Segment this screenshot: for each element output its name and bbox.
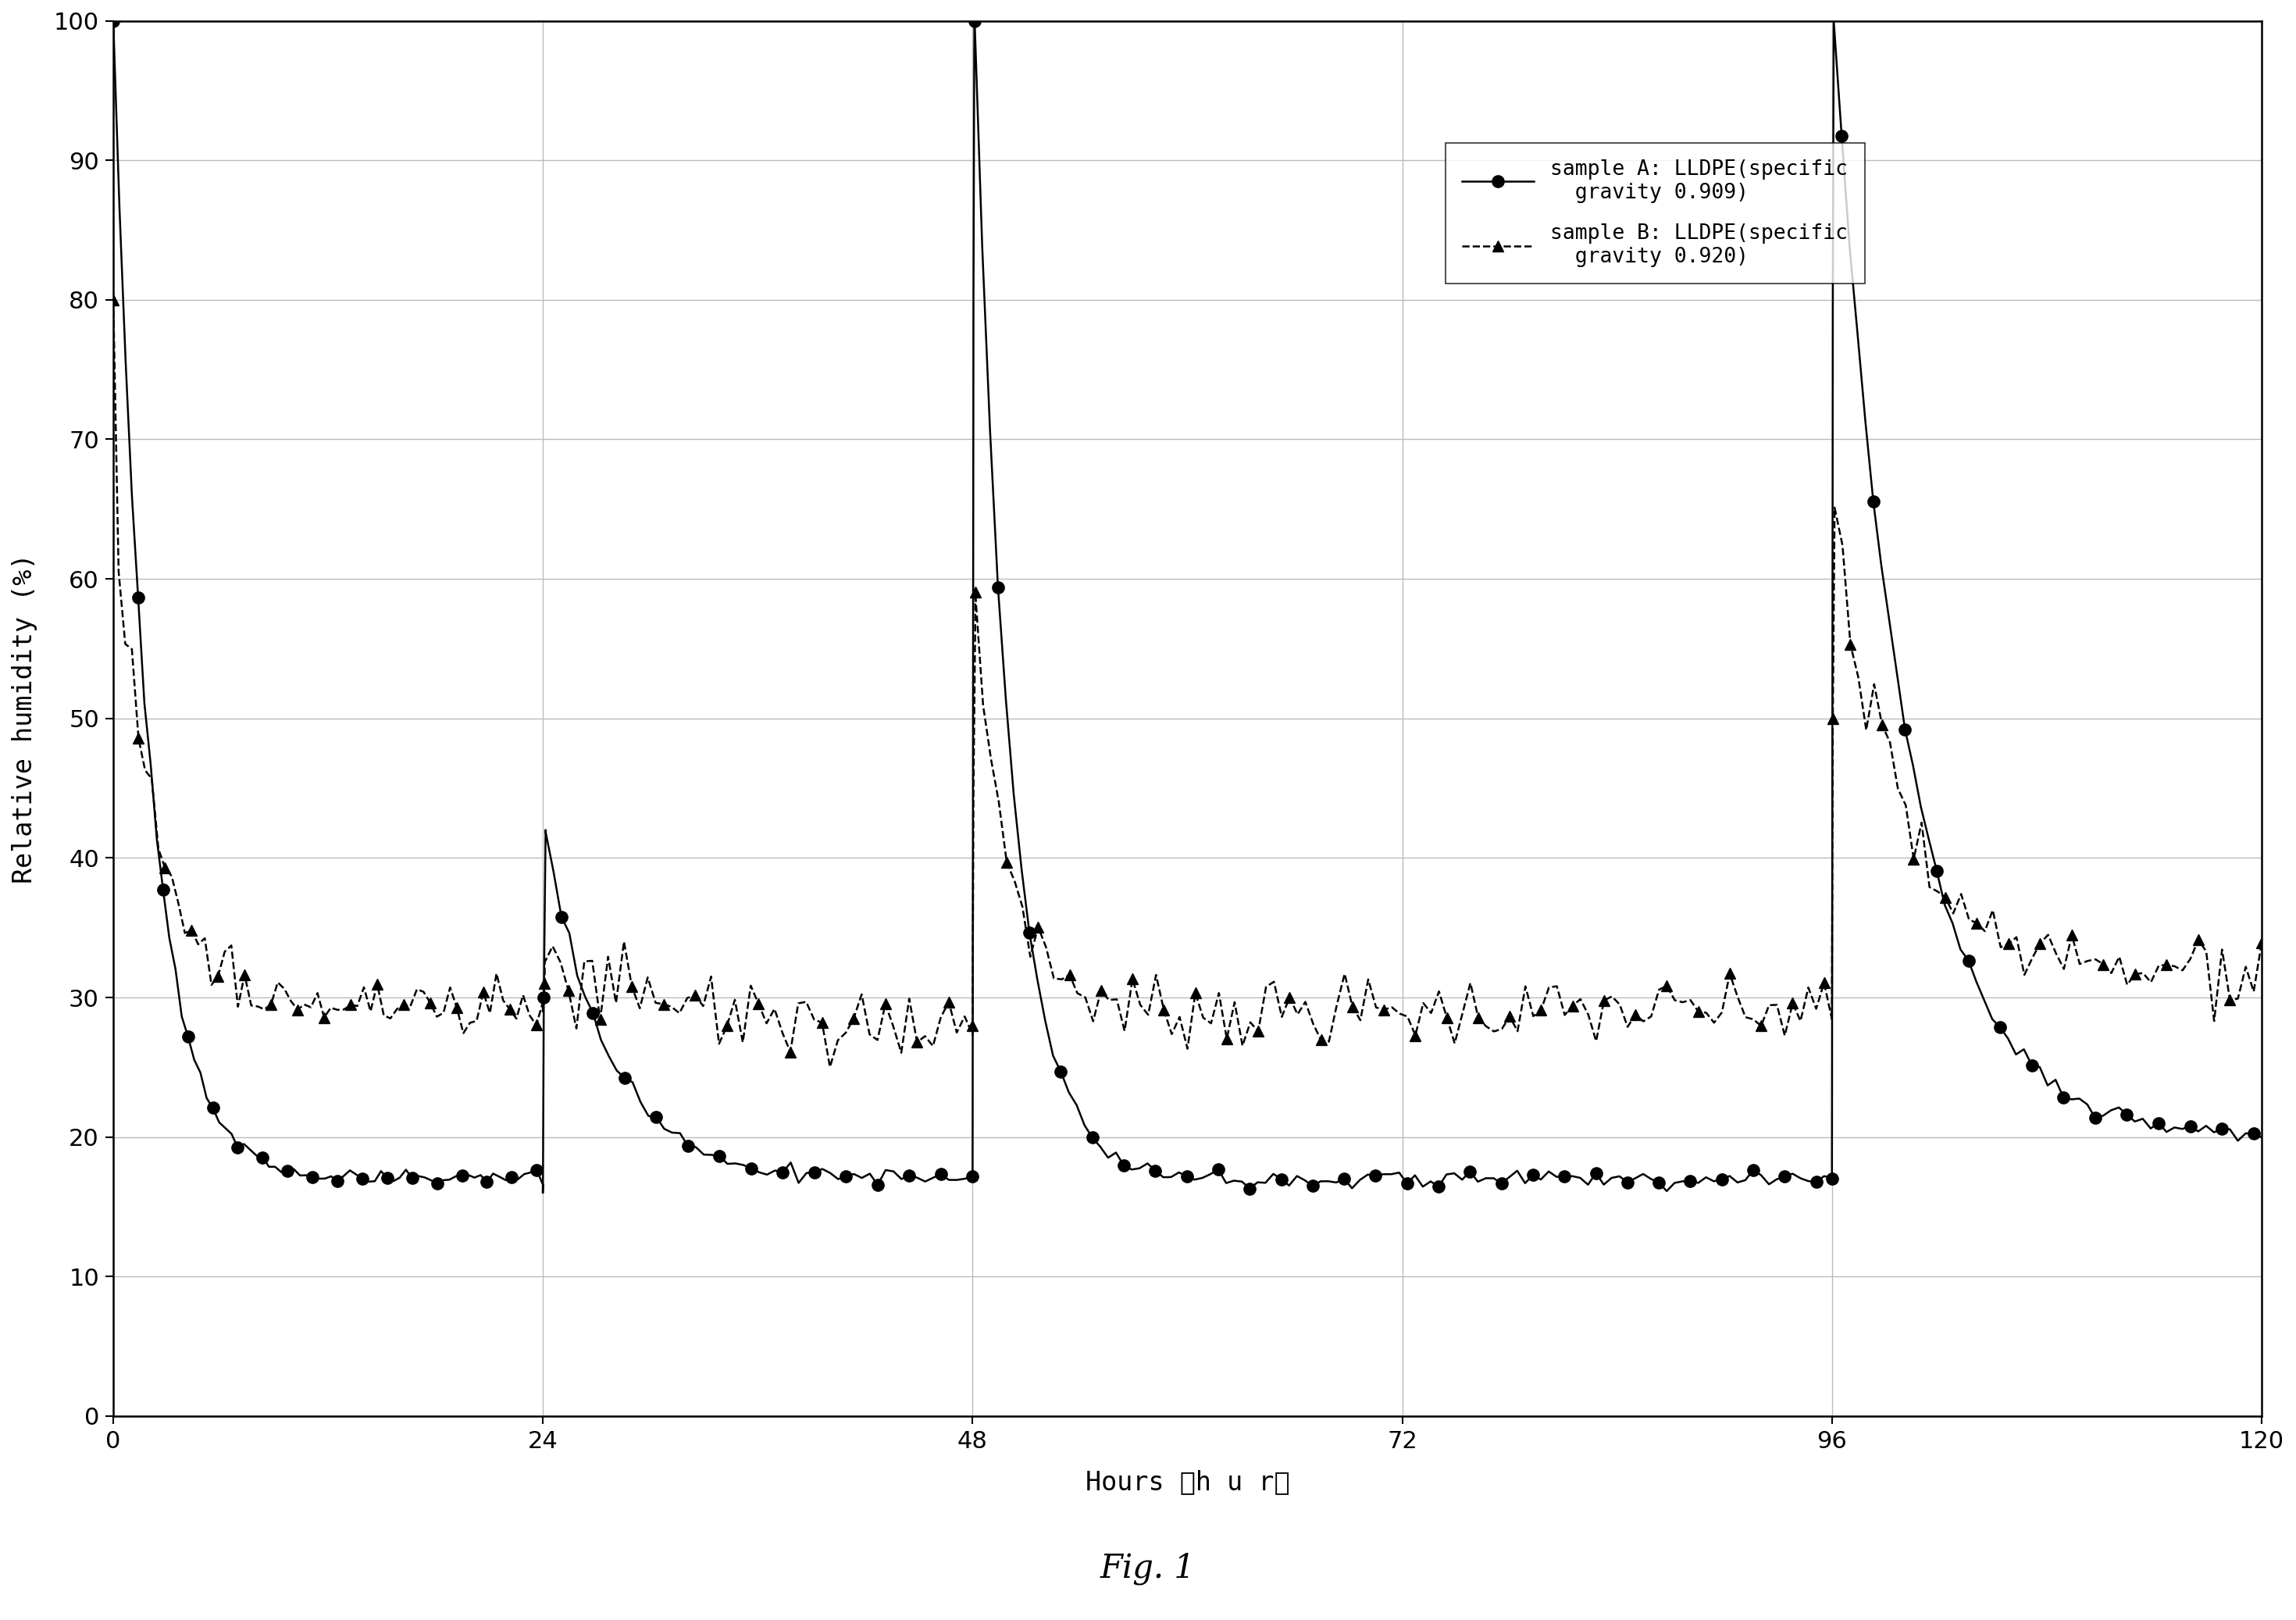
sample A: LLDPE(specific
  gravity 0.909): (34.8, 18.1): LLDPE(specific gravity 0.909): (34.8, 18… (721, 1153, 748, 1173)
sample A: LLDPE(specific
  gravity 0.909): (110, 22.8): LLDPE(specific gravity 0.909): (110, 22.… (2066, 1089, 2094, 1108)
sample A: LLDPE(specific
  gravity 0.909): (113, 21.3): LLDPE(specific gravity 0.909): (113, 21.… (2128, 1110, 2156, 1129)
sample A: LLDPE(specific
  gravity 0.909): (48.1, 101): LLDPE(specific gravity 0.909): (48.1, 10… (960, 3, 987, 23)
Text: Fig. 1: Fig. 1 (1100, 1552, 1196, 1584)
sample B: LLDPE(specific
  gravity 0.920): (64.8, 31.1): LLDPE(specific gravity 0.920): (64.8, 31… (1261, 972, 1288, 991)
sample A: LLDPE(specific
  gravity 0.909): (96.1, 100): LLDPE(specific gravity 0.909): (96.1, 10… (1821, 11, 1848, 31)
sample A: LLDPE(specific
  gravity 0.909): (24, 16): LLDPE(specific gravity 0.909): (24, 16) (528, 1183, 556, 1202)
Line: sample B: LLDPE(specific
  gravity 0.920): sample B: LLDPE(specific gravity 0.920) (108, 295, 2266, 1072)
sample A: LLDPE(specific
  gravity 0.909): (0, 100): LLDPE(specific gravity 0.909): (0, 100) (99, 11, 126, 31)
sample B: LLDPE(specific
  gravity 0.920): (120, 33.9): LLDPE(specific gravity 0.920): (120, 33.… (2248, 933, 2275, 953)
sample A: LLDPE(specific
  gravity 0.909): (120, 20): LLDPE(specific gravity 0.909): (120, 20) (2248, 1128, 2275, 1147)
sample B: LLDPE(specific
  gravity 0.920): (40, 25): LLDPE(specific gravity 0.920): (40, 25) (815, 1058, 843, 1077)
sample A: LLDPE(specific
  gravity 0.909): (82.4, 16.6): LLDPE(specific gravity 0.909): (82.4, 16… (1575, 1174, 1603, 1194)
sample B: LLDPE(specific
  gravity 0.920): (0, 80): LLDPE(specific gravity 0.920): (0, 80) (99, 290, 126, 309)
sample B: LLDPE(specific
  gravity 0.920): (109, 32): LLDPE(specific gravity 0.920): (109, 32) (2050, 959, 2078, 978)
sample A: LLDPE(specific
  gravity 0.909): (114, 21): LLDPE(specific gravity 0.909): (114, 21) (2144, 1113, 2172, 1132)
sample B: LLDPE(specific
  gravity 0.920): (83.3, 29.8): LLDPE(specific gravity 0.920): (83.3, 29… (1591, 991, 1619, 1011)
Y-axis label: Relative humidity (%): Relative humidity (%) (11, 554, 37, 883)
sample B: LLDPE(specific
  gravity 0.920): (21, 28.9): LLDPE(specific gravity 0.920): (21, 28.9… (475, 1003, 503, 1022)
X-axis label: Hours （h u r）: Hours （h u r） (1086, 1469, 1290, 1495)
sample B: LLDPE(specific
  gravity 0.920): (75.4, 28.9): LLDPE(specific gravity 0.920): (75.4, 28… (1449, 1003, 1476, 1022)
Legend: sample A: LLDPE(specific
  gravity 0.909), sample B: LLDPE(specific
  gravity 0.: sample A: LLDPE(specific gravity 0.909),… (1446, 143, 1864, 284)
Line: sample A: LLDPE(specific
  gravity 0.909): sample A: LLDPE(specific gravity 0.909) (108, 6, 2268, 1199)
sample B: LLDPE(specific
  gravity 0.920): (7.71, 29.4): LLDPE(specific gravity 0.920): (7.71, 29… (236, 996, 264, 1016)
